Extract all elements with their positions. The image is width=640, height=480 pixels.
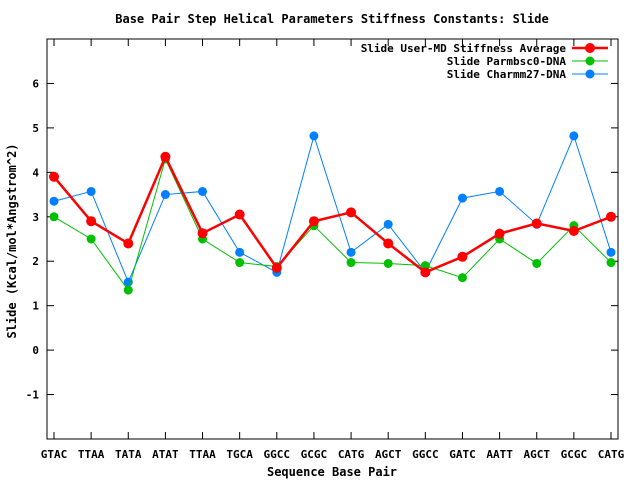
x-tick-label: GATC xyxy=(449,448,476,461)
legend-entry-1-label: Slide User-MD Stiffness Average xyxy=(361,42,567,55)
plot-area xyxy=(46,38,619,440)
x-tick-label: GTAC xyxy=(41,448,68,461)
series-1-point xyxy=(234,209,245,220)
series-1-point xyxy=(86,216,97,227)
chart-title: Base Pair Step Helical Parameters Stiffn… xyxy=(115,12,548,26)
series-3-point xyxy=(569,131,579,141)
x-tick-label: AATT xyxy=(486,448,513,461)
series-1-point xyxy=(49,171,59,182)
y-tick-label: 0 xyxy=(32,344,39,357)
series-3-point xyxy=(457,193,467,203)
series-1-point xyxy=(420,267,431,278)
series-1 xyxy=(49,151,616,278)
series-1-point xyxy=(494,228,505,239)
series-3-point xyxy=(86,186,96,196)
y-tick-label: 4 xyxy=(32,166,39,179)
y-axis-label: Slide (Kcal/mol*Angstrom^2) xyxy=(5,143,19,338)
series-3-point xyxy=(235,247,245,257)
series-2-point xyxy=(235,258,245,268)
x-tick-label: TGCA xyxy=(226,448,253,461)
series-2-point xyxy=(532,258,542,268)
series-2-point xyxy=(49,212,59,222)
series-1-point xyxy=(606,211,616,222)
series-2-line xyxy=(53,157,612,292)
series-3-point xyxy=(495,186,505,196)
legend-entry-2-label: Slide Parmbsc0-DNA xyxy=(447,55,567,68)
series-1-line xyxy=(53,153,612,274)
axis-ticks: -1 0 1 2 3 4 5 6 GTAC TTAA TATA ATAT TTAA TGCA GGCC GCG… xyxy=(26,39,625,461)
x-tick-label: ATAT xyxy=(152,448,179,461)
series-2-point xyxy=(606,258,616,268)
series-2-point xyxy=(123,285,133,295)
series-2-point xyxy=(86,234,96,244)
legend-entry-1-marker xyxy=(585,43,595,53)
series-1-point xyxy=(160,151,171,162)
x-tick-label: GCGC xyxy=(561,448,588,461)
y-tick-label: 6 xyxy=(32,77,39,90)
series-1-point xyxy=(457,251,468,262)
y-tick-label: 5 xyxy=(32,122,39,135)
x-tick-label: GGCC xyxy=(264,448,291,461)
series-2-point xyxy=(346,258,356,268)
legend-entry-3-label: Slide Charmm27-DNA xyxy=(447,68,567,81)
y-tick-label: 1 xyxy=(32,300,39,313)
series-1-point xyxy=(383,238,394,249)
series-3-point xyxy=(606,247,616,257)
y-tick-label: 2 xyxy=(32,255,39,268)
series-3-point xyxy=(309,131,319,141)
series-1-point xyxy=(308,216,319,227)
y-tick-label: 3 xyxy=(32,211,39,224)
legend-entry-1: Slide User-MD Stiffness Average xyxy=(361,42,608,55)
series-1-point xyxy=(271,262,282,273)
x-tick-label: TTAA xyxy=(189,448,216,461)
series-3-point xyxy=(160,190,170,200)
x-tick-label: GCGC xyxy=(301,448,328,461)
x-tick-label: AGCT xyxy=(375,448,402,461)
y-tick-label: -1 xyxy=(26,389,40,402)
legend-entry-3-marker xyxy=(585,69,595,79)
series-1-point xyxy=(197,228,208,239)
x-tick-label: TATA xyxy=(115,448,142,461)
legend-entry-3: Slide Charmm27-DNA xyxy=(447,68,608,81)
legend-entry-2: Slide Parmbsc0-DNA xyxy=(447,55,608,68)
series-3-point xyxy=(383,219,393,229)
series-1-point xyxy=(346,207,357,218)
series-3-point xyxy=(123,277,133,287)
series-2-point xyxy=(457,273,467,283)
x-tick-label: AGCT xyxy=(523,448,550,461)
series-2-point xyxy=(383,258,393,268)
x-tick-label: GGCC xyxy=(412,448,439,461)
series-3-point xyxy=(346,247,356,257)
x-tick-label: CATG xyxy=(338,448,365,461)
series-1-point xyxy=(531,218,542,229)
x-tick-label: TTAA xyxy=(78,448,105,461)
series-3-point xyxy=(198,186,208,196)
series-1-point xyxy=(568,226,579,236)
series-1-point xyxy=(123,238,134,249)
series-3-point xyxy=(49,196,59,206)
series-layer xyxy=(49,131,616,295)
x-axis-label: Sequence Base Pair xyxy=(267,465,397,479)
legend-entry-2-marker xyxy=(585,56,595,66)
series-3-line xyxy=(53,134,612,284)
series-3 xyxy=(49,131,616,287)
x-tick-label: CATG xyxy=(598,448,625,461)
